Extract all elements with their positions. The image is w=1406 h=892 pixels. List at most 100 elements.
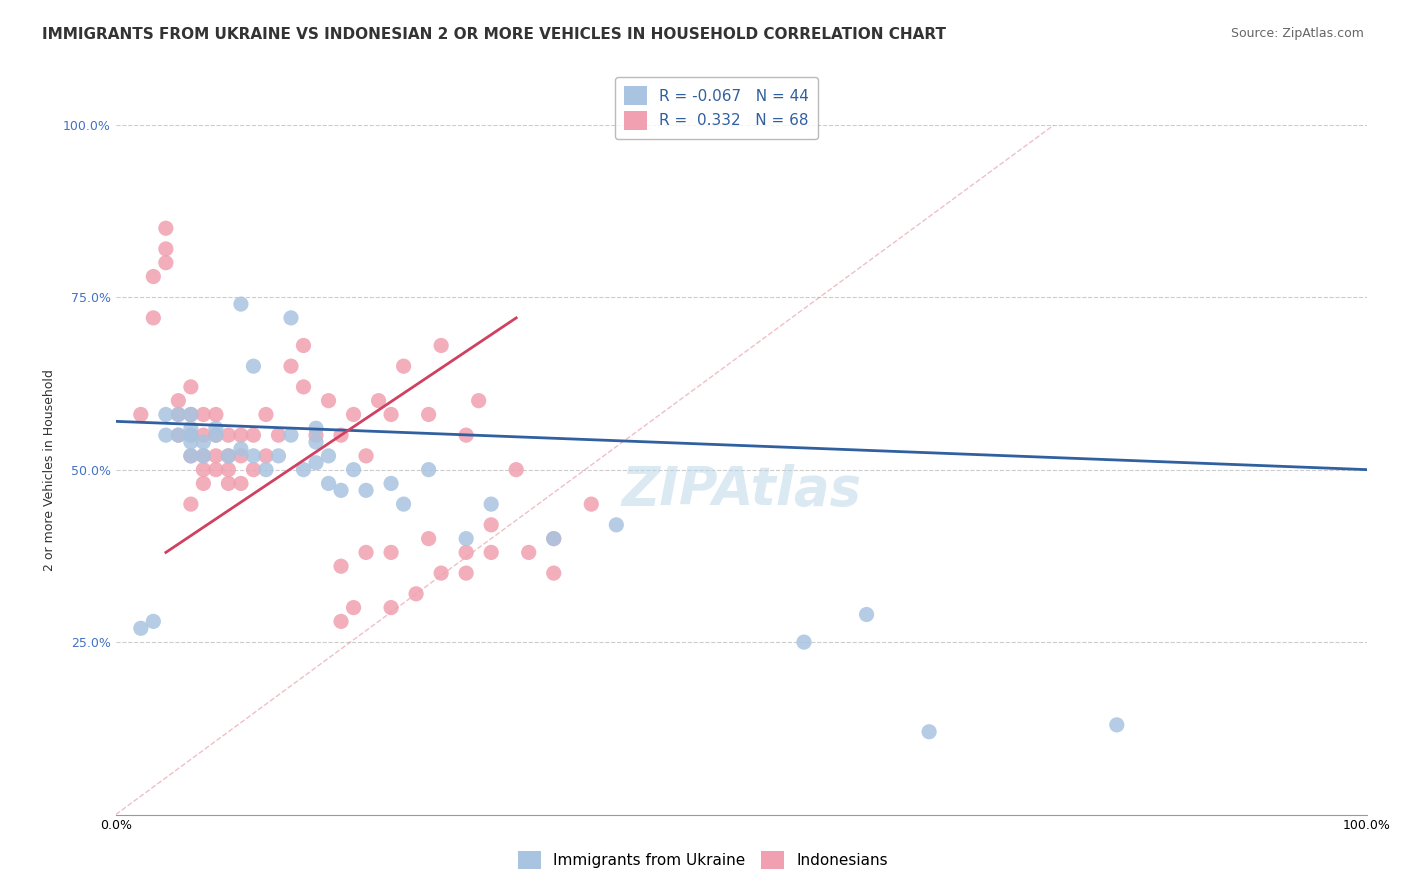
Point [305, 456, 328, 470]
Point [217, 476, 239, 491]
Point [180, 497, 202, 511]
Point [430, 338, 453, 352]
Point [479, 517, 502, 532]
Point [193, 428, 215, 442]
Point [305, 421, 328, 435]
Point [380, 476, 402, 491]
Point [254, 449, 277, 463]
Point [543, 532, 565, 546]
Point [242, 428, 264, 442]
Point [242, 463, 264, 477]
Point [456, 532, 478, 546]
Legend: Immigrants from Ukraine, Indonesians: Immigrants from Ukraine, Indonesians [512, 845, 894, 875]
Point [180, 428, 202, 442]
Point [392, 359, 415, 374]
Point [280, 359, 302, 374]
Point [180, 449, 202, 463]
Point [167, 428, 190, 442]
Point [155, 408, 177, 422]
Point [543, 532, 565, 546]
Point [418, 408, 440, 422]
Point [129, 408, 152, 422]
Point [793, 635, 815, 649]
Point [180, 421, 202, 435]
Point [205, 428, 228, 442]
Point [855, 607, 877, 622]
Point [479, 545, 502, 559]
Point [242, 449, 264, 463]
Point [205, 408, 228, 422]
Point [1105, 718, 1128, 732]
Point [180, 380, 202, 394]
Point [205, 421, 228, 435]
Point [193, 408, 215, 422]
Point [305, 428, 328, 442]
Point [456, 566, 478, 581]
Point [205, 449, 228, 463]
Point [193, 449, 215, 463]
Point [267, 449, 290, 463]
Point [155, 221, 177, 235]
Point [217, 463, 239, 477]
Point [180, 408, 202, 422]
Point [543, 566, 565, 581]
Point [467, 393, 489, 408]
Point [342, 408, 364, 422]
Point [217, 449, 239, 463]
Point [292, 380, 315, 394]
Point [581, 497, 603, 511]
Point [318, 393, 340, 408]
Point [418, 463, 440, 477]
Point [330, 428, 353, 442]
Point [205, 428, 228, 442]
Point [342, 463, 364, 477]
Point [380, 408, 402, 422]
Point [517, 545, 540, 559]
Point [330, 483, 353, 498]
Point [254, 463, 277, 477]
Point [292, 338, 315, 352]
Point [217, 428, 239, 442]
Point [229, 449, 252, 463]
Point [305, 435, 328, 450]
Point [318, 449, 340, 463]
Point [280, 428, 302, 442]
Point [229, 476, 252, 491]
Point [254, 408, 277, 422]
Point [392, 497, 415, 511]
Point [229, 428, 252, 442]
Point [242, 359, 264, 374]
Point [430, 566, 453, 581]
Point [354, 449, 377, 463]
Text: ZIPAtlas: ZIPAtlas [621, 465, 862, 516]
Point [456, 428, 478, 442]
Point [167, 428, 190, 442]
Point [167, 408, 190, 422]
Point [205, 463, 228, 477]
Point [193, 476, 215, 491]
Point [918, 724, 941, 739]
Point [142, 615, 165, 629]
Point [155, 428, 177, 442]
Point [342, 600, 364, 615]
Legend: R = -0.067   N = 44, R =  0.332   N = 68: R = -0.067 N = 44, R = 0.332 N = 68 [614, 78, 818, 139]
Point [330, 615, 353, 629]
Point [330, 559, 353, 574]
Point [129, 621, 152, 635]
Point [280, 310, 302, 325]
Point [142, 269, 165, 284]
Point [267, 428, 290, 442]
Point [142, 310, 165, 325]
Point [418, 532, 440, 546]
Point [505, 463, 527, 477]
Point [229, 442, 252, 456]
Point [354, 483, 377, 498]
Point [155, 256, 177, 270]
Point [193, 449, 215, 463]
Point [380, 545, 402, 559]
Point [605, 517, 627, 532]
Point [217, 449, 239, 463]
Text: Source: ZipAtlas.com: Source: ZipAtlas.com [1230, 27, 1364, 40]
Point [367, 393, 389, 408]
Point [479, 497, 502, 511]
